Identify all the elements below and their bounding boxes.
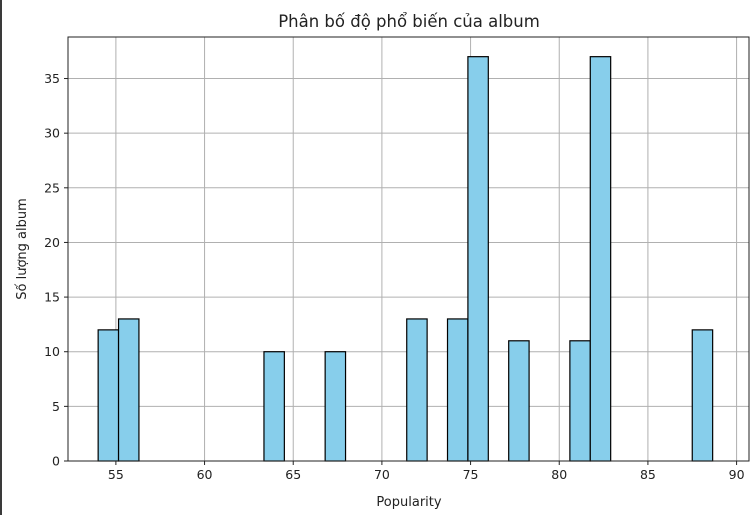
y-tick-label: 0 bbox=[52, 454, 60, 469]
x-tick-label: 75 bbox=[463, 467, 479, 482]
x-axis-ticks: 55 60 65 70 75 80 85 90 bbox=[108, 461, 745, 482]
histogram-bar bbox=[97, 329, 120, 462]
y-tick-label: 30 bbox=[44, 126, 60, 141]
x-tick-label: 60 bbox=[197, 467, 213, 482]
histogram-bar bbox=[117, 318, 140, 462]
x-axis-label: Popularity bbox=[376, 495, 441, 510]
histogram-bar bbox=[467, 56, 489, 462]
x-tick-label: 55 bbox=[108, 467, 124, 482]
x-tick-label: 85 bbox=[640, 467, 656, 482]
y-tick-label: 10 bbox=[44, 344, 60, 359]
y-tick-label: 5 bbox=[52, 399, 60, 414]
y-tick-label: 15 bbox=[44, 290, 60, 305]
histogram-bar bbox=[324, 351, 347, 462]
histogram-bar bbox=[589, 56, 612, 462]
y-tick-label: 35 bbox=[44, 71, 60, 86]
chart-title: Phân bố độ phổ biến của album bbox=[278, 12, 540, 31]
histogram-bar bbox=[406, 318, 428, 462]
plot-area bbox=[67, 36, 750, 462]
y-axis-ticks: 0 5 10 15 20 25 30 35 bbox=[44, 71, 68, 469]
x-tick-label: 70 bbox=[374, 467, 390, 482]
histogram-bar bbox=[263, 351, 285, 462]
histogram-bar bbox=[691, 329, 714, 462]
y-tick-label: 25 bbox=[44, 180, 60, 195]
x-tick-label: 65 bbox=[285, 467, 301, 482]
x-tick-label: 90 bbox=[729, 467, 745, 482]
y-tick-label: 20 bbox=[44, 235, 60, 250]
histogram-bar bbox=[446, 318, 469, 462]
x-tick-label: 80 bbox=[551, 467, 567, 482]
y-axis-label: Số lượng album bbox=[15, 198, 30, 300]
bars bbox=[97, 56, 714, 462]
histogram-bar bbox=[569, 340, 591, 462]
histogram-bar bbox=[508, 340, 530, 462]
